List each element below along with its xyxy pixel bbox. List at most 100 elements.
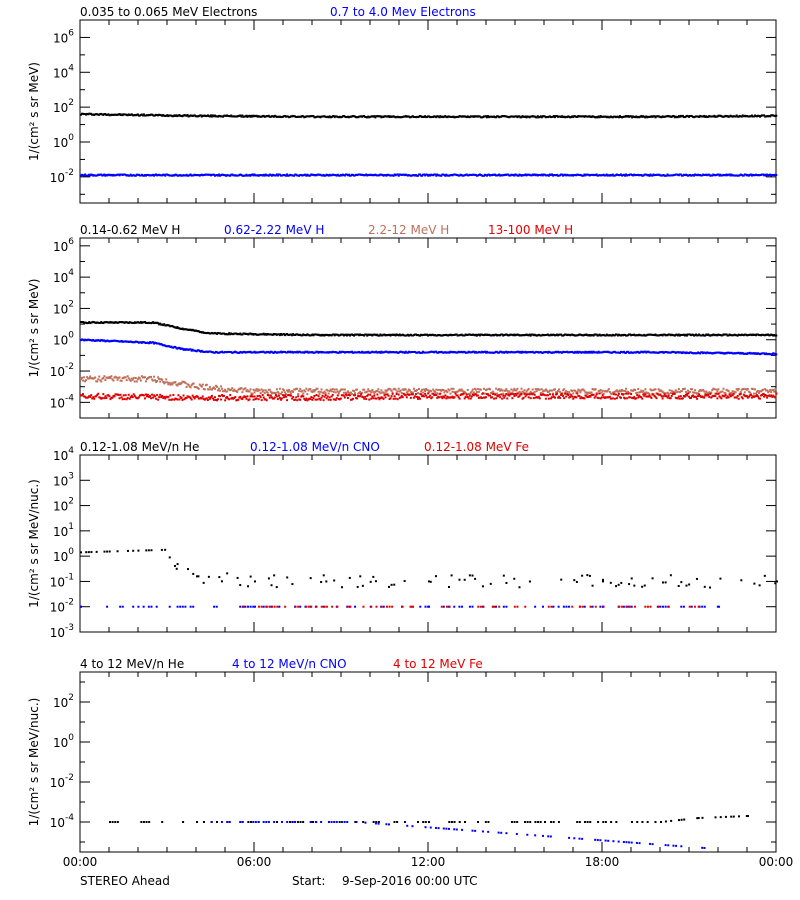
data-point: [561, 115, 564, 118]
data-point: [625, 351, 628, 354]
data-point: [755, 174, 758, 177]
data-point: [273, 333, 276, 336]
data-point: [685, 174, 688, 177]
data-point: [539, 393, 542, 396]
data-point: [297, 351, 300, 354]
data-point: [709, 174, 712, 177]
data-point: [650, 396, 653, 399]
data-point: [367, 393, 370, 396]
data-point: [331, 350, 334, 353]
data-point: [464, 333, 467, 336]
data-point: [627, 390, 630, 393]
data-point: [198, 397, 201, 400]
data-point: [549, 397, 552, 400]
data-point: [152, 321, 155, 324]
data-point: [503, 334, 506, 337]
data-point: [751, 173, 754, 176]
data-point: [760, 334, 763, 337]
data-point: [703, 114, 706, 117]
data-point: [80, 394, 82, 397]
data-point: [296, 350, 299, 353]
data-point: [362, 174, 365, 177]
data-point: [191, 348, 194, 351]
data-point: [544, 334, 547, 337]
data-point: [359, 395, 362, 398]
data-point: [589, 395, 592, 398]
data-point: [136, 113, 139, 116]
data-point: [96, 113, 99, 116]
data-point: [679, 351, 682, 354]
data-point: [498, 394, 501, 397]
data-point: [655, 115, 658, 118]
data-point: [453, 821, 456, 823]
data-point: [528, 393, 531, 396]
data-point: [232, 115, 235, 118]
data-point: [335, 115, 338, 118]
data-point: [518, 586, 521, 589]
data-point: [386, 351, 389, 354]
data-point: [95, 339, 98, 342]
data-point: [155, 381, 158, 384]
data-point: [761, 394, 764, 397]
data-point: [695, 395, 698, 398]
data-point: [123, 321, 126, 324]
data-point: [701, 395, 704, 398]
data-point: [150, 174, 153, 177]
data-point: [679, 114, 682, 117]
data-point: [429, 351, 432, 354]
data-point: [259, 174, 262, 177]
data-point: [121, 398, 124, 401]
data-point: [541, 605, 544, 608]
data-point: [306, 333, 309, 336]
data-point: [515, 394, 518, 397]
data-point: [628, 583, 631, 586]
data-point: [175, 326, 178, 329]
data-point: [713, 114, 716, 117]
data-point: [682, 605, 685, 608]
data-point: [292, 390, 295, 393]
data-point: [122, 173, 125, 176]
data-point: [249, 605, 252, 608]
data-point: [453, 173, 456, 176]
data-point: [331, 333, 334, 336]
data-point: [140, 341, 143, 344]
data-point: [439, 334, 442, 337]
data-point: [281, 350, 284, 353]
data-point: [613, 174, 616, 177]
data-point: [154, 321, 157, 324]
data-point: [601, 389, 604, 392]
data-point: [149, 114, 152, 117]
data-point: [695, 333, 698, 336]
data-point: [391, 174, 394, 177]
data-point: [255, 174, 258, 177]
data-point: [450, 173, 453, 176]
data-point: [478, 115, 481, 118]
data-point: [178, 382, 181, 385]
data-point: [344, 333, 347, 336]
data-point: [272, 392, 275, 395]
data-point: [555, 174, 558, 177]
data-point: [196, 821, 198, 823]
data-point: [664, 351, 667, 354]
data-point: [554, 351, 557, 354]
data-point: [279, 350, 282, 353]
data-point: [558, 333, 561, 336]
data-point: [280, 391, 283, 394]
data-point: [392, 115, 395, 118]
data-point: [389, 351, 392, 354]
data-point: [264, 333, 267, 336]
data-point: [770, 174, 773, 177]
data-point: [433, 390, 436, 393]
data-point: [510, 173, 513, 176]
data-point: [657, 388, 660, 391]
data-point: [178, 114, 181, 117]
data-point: [197, 174, 200, 177]
data-point: [85, 339, 88, 342]
data-point: [97, 392, 100, 395]
data-point: [640, 334, 643, 337]
data-point: [114, 393, 117, 396]
data-point: [573, 389, 576, 392]
data-point: [628, 115, 631, 118]
data-point: [367, 388, 370, 391]
data-point: [356, 116, 359, 119]
